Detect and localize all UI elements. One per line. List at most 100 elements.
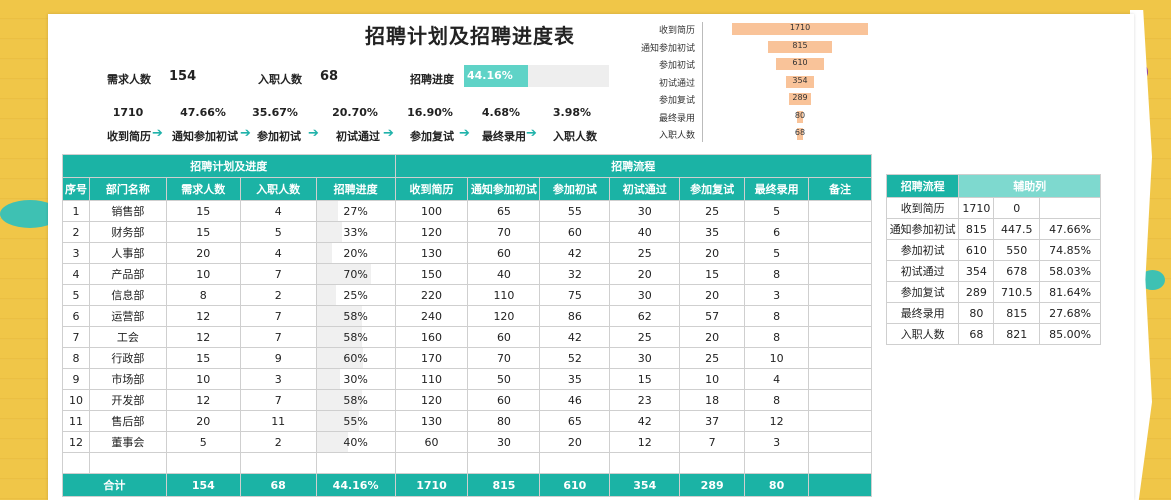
table-cell: 15 — [165, 221, 241, 243]
funnel-bar — [788, 93, 812, 105]
helper-cell: 610 — [958, 239, 995, 261]
funnel-bar — [767, 40, 833, 53]
table-cell: 150 — [394, 263, 469, 285]
table-cell: 110 — [394, 368, 469, 390]
flow-step-label: 入职人数 — [553, 130, 597, 143]
table-cell: 10 — [679, 368, 746, 390]
table-cell: 市场部 — [88, 368, 167, 390]
funnel-row: 收到简历 1710 — [630, 22, 880, 36]
table-cell: 4 — [62, 263, 90, 285]
empty-cell — [808, 452, 872, 474]
progress-cell-text: 58% — [343, 330, 368, 344]
helper-row: 通知参加初试 815 447.5 47.66% — [885, 218, 1101, 240]
table-cell: 60 — [539, 221, 611, 243]
total-cell: 44.16% — [315, 473, 396, 497]
table-cell: 42 — [539, 326, 611, 348]
total-cell: 80 — [744, 473, 810, 497]
table-cell: 7 — [62, 326, 90, 348]
helper-row: 初试通过 354 678 58.03% — [885, 260, 1101, 282]
table-cell: 60 — [394, 431, 469, 453]
funnel-row: 参加复试 289 — [630, 92, 880, 106]
flow-step-label: 最终录用 — [482, 130, 526, 143]
table-cell: 1 — [62, 200, 90, 222]
table-cell: 财务部 — [88, 221, 167, 243]
table-cell: 37 — [679, 410, 746, 432]
page-title: 招聘计划及招聘进度表 — [365, 24, 575, 48]
arrow-right-icon: ➔ — [383, 126, 394, 141]
total-cell: 1710 — [394, 473, 469, 497]
table-cell: 130 — [394, 410, 469, 432]
progress-cell: 20% — [315, 242, 396, 264]
flow-step-label: 参加初试 — [257, 130, 301, 143]
table-cell — [808, 200, 872, 222]
flow-step-label: 初试通过 — [336, 130, 380, 143]
table-cell: 7 — [679, 431, 746, 453]
table-row: 1 销售部 15 4 27% 100 65 55 30 25 5 — [62, 200, 872, 222]
demand-label: 需求人数 — [107, 73, 151, 86]
table-cell: 产品部 — [88, 263, 167, 285]
helper-cell: 27.68% — [1039, 302, 1101, 324]
table-cell: 6 — [62, 305, 90, 327]
table-cell: 25 — [679, 200, 746, 222]
table-cell: 售后部 — [88, 410, 167, 432]
table-cell: 11 — [62, 410, 90, 432]
table-cell: 5 — [165, 431, 241, 453]
helper-cell: 0 — [993, 197, 1041, 219]
table-cell: 3 — [744, 284, 810, 306]
flow-percent: 4.68% — [481, 106, 521, 119]
funnel-value: 68 — [794, 128, 806, 137]
table-cell: 35 — [539, 368, 611, 390]
table-cell: 运营部 — [88, 305, 167, 327]
funnel-bar — [732, 23, 868, 35]
funnel-value: 1710 — [789, 23, 811, 32]
progress-cell-text: 70% — [343, 267, 368, 281]
progress-cell-text: 20% — [343, 246, 368, 260]
table-cell: 100 — [394, 200, 469, 222]
table-cell: 9 — [239, 347, 317, 369]
column-header: 入职人数 — [239, 177, 317, 201]
table-row: 4 产品部 10 7 70% 150 40 32 20 15 8 — [62, 263, 872, 285]
helper-cell: 参加初试 — [885, 239, 960, 261]
table-cell: 20 — [679, 242, 746, 264]
arrow-right-icon: ➔ — [308, 126, 319, 141]
arrow-right-icon: ➔ — [240, 126, 251, 141]
table-cell: 10 — [165, 368, 241, 390]
torn-paper-edge — [1130, 10, 1152, 500]
progress-cell: 27% — [315, 200, 396, 222]
progress-cell-bar — [316, 264, 372, 284]
table-cell: 3 — [62, 242, 90, 264]
funnel-row: 通知参加初试 815 — [630, 40, 880, 54]
empty-cell — [239, 452, 317, 474]
table-cell: 42 — [539, 242, 611, 264]
group-flow-header: 招聘流程 — [394, 154, 873, 178]
table-cell: 信息部 — [88, 284, 167, 306]
table-cell: 2 — [239, 431, 317, 453]
empty-cell — [539, 452, 611, 474]
table-cell: 25 — [609, 326, 681, 348]
table-cell: 8 — [744, 326, 810, 348]
helper-cell: 收到简历 — [885, 197, 960, 219]
flow-step-label: 通知参加初试 — [172, 130, 238, 143]
table-cell: 工会 — [88, 326, 167, 348]
helper-cell: 447.5 — [993, 218, 1041, 240]
table-cell: 62 — [609, 305, 681, 327]
table-cell: 董事会 — [88, 431, 167, 453]
helper-cell: 初试通过 — [885, 260, 960, 282]
table-cell: 10 — [62, 389, 90, 411]
table-cell: 23 — [609, 389, 681, 411]
total-cell: 354 — [609, 473, 681, 497]
progress-cell: 30% — [315, 368, 396, 390]
helper-row: 收到简历 1710 0 — [885, 197, 1101, 219]
table-cell: 12 — [744, 410, 810, 432]
empty-cell — [88, 452, 167, 474]
progress-cell-text: 55% — [343, 414, 368, 428]
progress-cell-text: 40% — [343, 435, 368, 449]
progress-cell-text: 58% — [343, 393, 368, 407]
table-cell: 18 — [679, 389, 746, 411]
helper-cell: 550 — [993, 239, 1041, 261]
total-row: 合计 154 68 44.16% 1710 815 610 354 289 80 — [62, 473, 872, 497]
helper-cell: 通知参加初试 — [885, 218, 960, 240]
table-row: 8 行政部 15 9 60% 170 70 52 30 25 10 — [62, 347, 872, 369]
table-cell: 86 — [539, 305, 611, 327]
table-cell: 120 — [394, 389, 469, 411]
